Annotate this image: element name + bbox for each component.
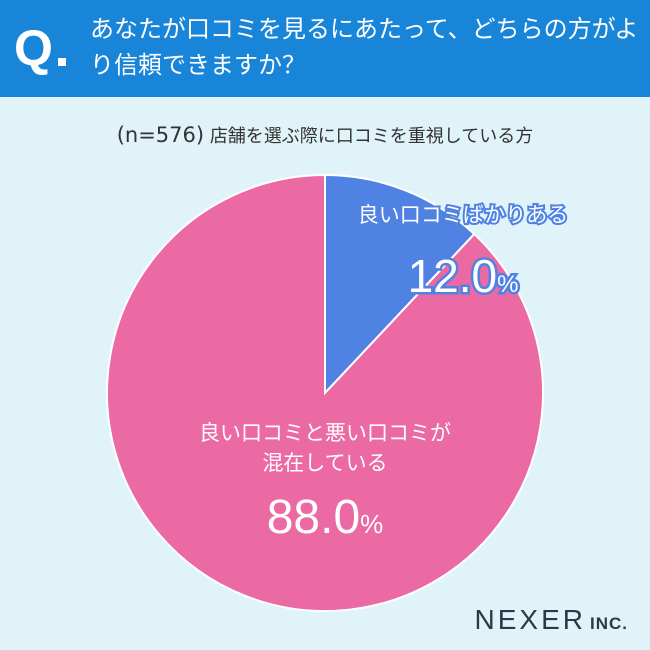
q-mark: Q [14, 20, 53, 76]
question-text: あなたが口コミを見るにあたって、どちらの方がより信頼できますか？ [90, 15, 639, 79]
q-dot [58, 58, 66, 66]
slice-2-label-line-2: 混在している [262, 451, 387, 475]
slice-1-value-unit: % [497, 271, 518, 298]
pie-slice-2 [106, 173, 544, 612]
slice-2-label-line-1: 良い口コミと悪い口コミが [199, 421, 451, 445]
slice-2-value-number: 88.0 [267, 491, 360, 544]
nexer-logo: NEXER INC. [475, 604, 628, 636]
respondent-description: 店舗を選ぶ際に口コミを重視している方 [209, 126, 534, 147]
slice-1-label-line-1: 良い口コミばかりある [358, 203, 568, 227]
logo-main: NEXER [474, 604, 586, 635]
question-header: Q あなたが口コミを見るにあたって、どちらの方がより信頼できますか？ [0, 0, 650, 97]
sample-size: (n=576) [116, 123, 205, 147]
slice-1-value-number: 12.0 [408, 250, 498, 302]
slice-2-value: 88.0% [267, 491, 384, 544]
pie-slice-1 [324, 173, 476, 396]
chart-subtitle: (n=576) 店舗を選ぶ際に口コミを重視している方 [0, 122, 650, 148]
slice-2-value-unit: % [360, 509, 383, 539]
slice-1-value: 12.0% [408, 250, 519, 302]
logo-suffix: INC. [590, 614, 628, 633]
